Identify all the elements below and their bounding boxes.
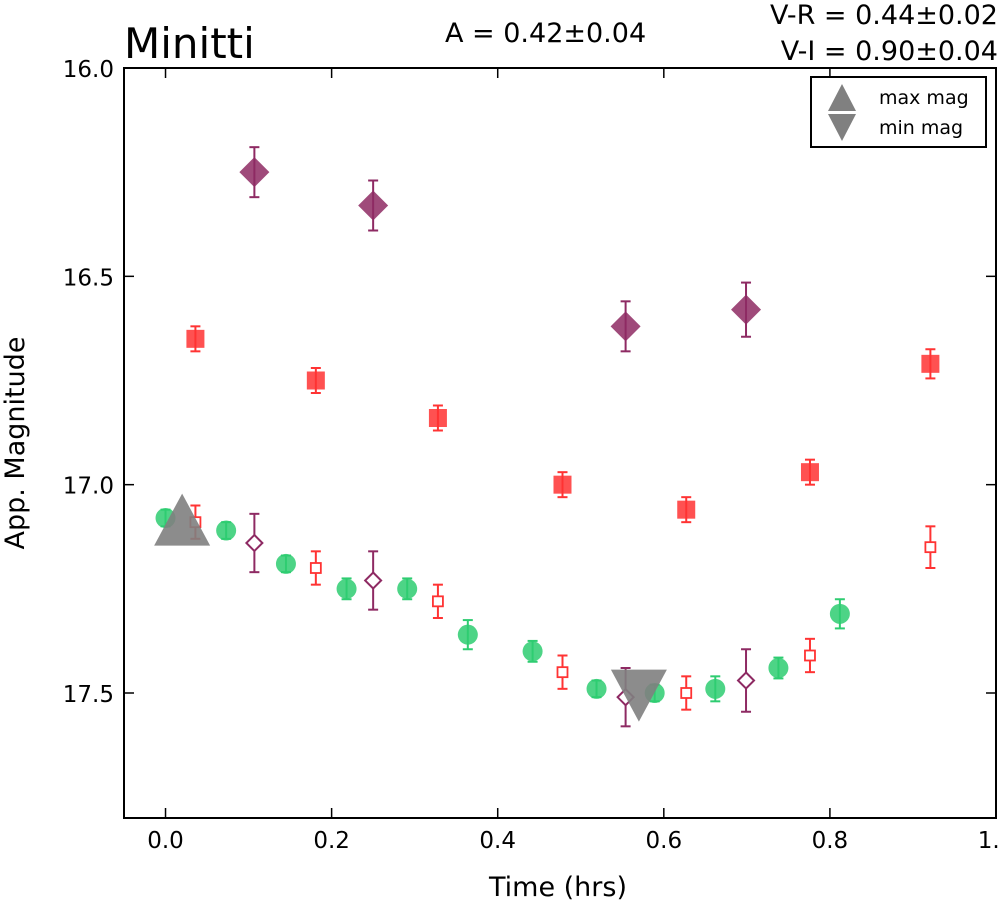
min-mag-marker	[610, 669, 667, 722]
legend: max mag min mag	[810, 76, 987, 148]
chart-title: Minitti	[124, 19, 255, 68]
data-point-circle-filled	[829, 603, 850, 624]
data-point-diamond-filled	[239, 157, 270, 188]
data-point-square-open	[309, 562, 322, 574]
x-tick-label: 0.2	[313, 828, 350, 854]
data-point-circle-filled	[216, 520, 237, 541]
y-tick-label: 17.0	[63, 474, 114, 500]
legend-label-min-mag: min mag	[879, 117, 963, 139]
extrema-markers	[154, 493, 667, 722]
data-point-square-filled	[306, 371, 325, 390]
data-point-diamond-filled	[358, 190, 389, 221]
data-points	[155, 146, 940, 728]
data-point-square-open	[804, 649, 816, 662]
y-tick-label: 16.0	[63, 57, 114, 83]
legend-marker-min-mag	[828, 114, 856, 141]
data-point-diamond-open	[363, 571, 383, 590]
data-point-square-filled	[186, 329, 205, 348]
data-point-square-filled	[677, 500, 696, 519]
data-point-circle-filled	[522, 641, 543, 662]
x-tick-label: 0.4	[479, 828, 516, 854]
v-r-annotation: V-R = 0.44±0.02	[770, 0, 998, 31]
data-point-diamond-filled	[610, 311, 641, 342]
data-point-square-filled	[553, 475, 572, 494]
data-point-square-open	[432, 595, 444, 608]
data-point-diamond-filled	[731, 294, 762, 325]
x-tick-label: 0.6	[646, 828, 683, 854]
data-point-circle-filled	[336, 578, 357, 599]
plot-frame	[123, 67, 997, 819]
data-point-circle-filled	[397, 578, 418, 599]
x-axis-label: Time (hrs)	[488, 872, 627, 900]
x-tick-label: 0.8	[812, 828, 849, 854]
data-point-circle-filled	[275, 553, 296, 574]
v-i-annotation: V-I = 0.90±0.04	[781, 36, 998, 67]
max-mag-marker	[154, 493, 211, 546]
data-point-square-open	[680, 687, 693, 699]
data-point-circle-filled	[768, 658, 789, 678]
y-axis-label: App. Magnitude	[0, 337, 31, 550]
x-tick-label: 1.0	[978, 828, 1000, 854]
data-point-diamond-open	[244, 533, 264, 553]
data-point-square-open	[924, 541, 937, 554]
data-point-square-filled	[921, 354, 940, 373]
data-point-diamond-open	[736, 671, 756, 690]
y-tick-label: 17.5	[63, 682, 114, 708]
legend-label-max-mag: max mag	[879, 87, 969, 109]
axis-ticks: 0.0 0.2 0.4 0.6 0.8 1.0 16.0 16.5 17.0 17.5	[63, 57, 1000, 854]
legend-marker-max-mag	[828, 84, 856, 111]
data-point-circle-filled	[457, 624, 478, 645]
data-point-square-filled	[800, 463, 819, 482]
amplitude-annotation: A = 0.42±0.04	[445, 18, 646, 49]
x-tick-label: 0.0	[147, 828, 184, 854]
data-point-circle-filled	[586, 678, 607, 699]
data-point-square-filled	[428, 409, 447, 427]
y-tick-label: 16.5	[63, 265, 114, 291]
data-point-square-open	[556, 666, 569, 679]
data-point-circle-filled	[705, 678, 726, 699]
